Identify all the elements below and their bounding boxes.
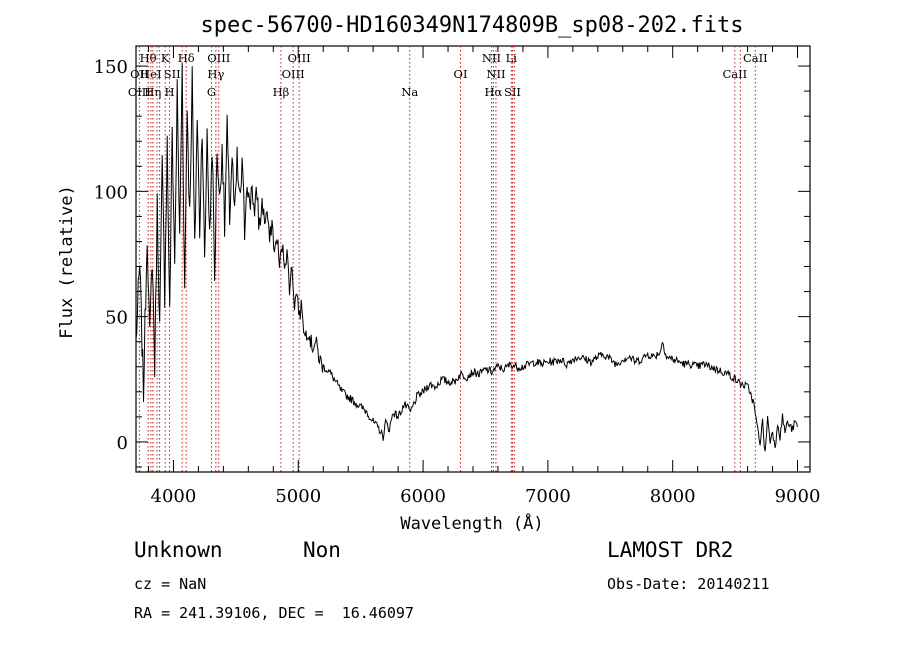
x-tick-label: 4000: [151, 486, 197, 507]
x-tick-label: 6000: [400, 486, 446, 507]
y-tick-label: 50: [105, 308, 128, 329]
line-label-5: NII: [482, 51, 501, 65]
observation-date: Obs-Date: 20140211: [607, 575, 770, 593]
line-label-23: SII: [504, 85, 521, 99]
plot-frame: [135, 45, 811, 473]
line-label-8: OII: [130, 67, 149, 81]
line-label-12: OIII: [282, 67, 305, 81]
axis-tick-labels: 4000 5000 6000 7000 8000 9000 0 50 100 150: [94, 57, 821, 507]
survey-name: LAMOST DR2: [607, 538, 734, 562]
line-label-22: Hα: [484, 85, 502, 99]
axis-ticks: [136, 46, 810, 472]
line-label-17: Hη: [144, 85, 161, 99]
line-label-11: Hγ: [207, 67, 224, 81]
y-tick-label: 0: [117, 433, 128, 454]
x-axis-label: Wavelength (Å): [400, 512, 543, 534]
spectrum-line: [135, 63, 798, 452]
line-label-6: Li: [506, 51, 518, 65]
line-label-0: Hθ: [140, 51, 157, 65]
y-tick-label: 150: [94, 57, 128, 78]
line-label-3: OIII: [207, 51, 230, 65]
line-label-7: CaII: [743, 51, 768, 65]
chart-title: spec-56700-HD160349N174809B_sp08-202.fit…: [200, 13, 743, 38]
line-label-9: HeI: [140, 67, 161, 81]
line-label-18: H: [165, 85, 175, 99]
y-tick-label: 100: [94, 182, 128, 203]
object-subclass: Non: [303, 538, 341, 562]
line-label-10: SII: [164, 67, 181, 81]
y-axis-label: Flux (relative): [57, 185, 77, 339]
line-label-19: G: [207, 85, 216, 99]
x-tick-label: 7000: [525, 486, 571, 507]
line-label-15: CaII: [722, 67, 747, 81]
line-label-13: OI: [454, 67, 468, 81]
line-label-21: Na: [401, 85, 418, 99]
line-label-16: OIII: [128, 85, 151, 99]
x-tick-label: 8000: [650, 486, 696, 507]
line-label-1: K: [161, 51, 170, 65]
line-label-4: OIII: [288, 51, 311, 65]
x-tick-label: 5000: [275, 486, 321, 507]
line-label-2: Hδ: [178, 51, 195, 65]
line-label-20: Hβ: [273, 85, 290, 99]
emission-line-markers: [138, 46, 756, 472]
coordinates: RA = 241.39106, DEC = 16.46097: [134, 604, 414, 622]
line-label-14: NII: [486, 67, 505, 81]
object-class: Unknown: [134, 538, 223, 562]
redshift-cz: cz = NaN: [134, 575, 207, 593]
x-tick-label: 9000: [775, 486, 821, 507]
